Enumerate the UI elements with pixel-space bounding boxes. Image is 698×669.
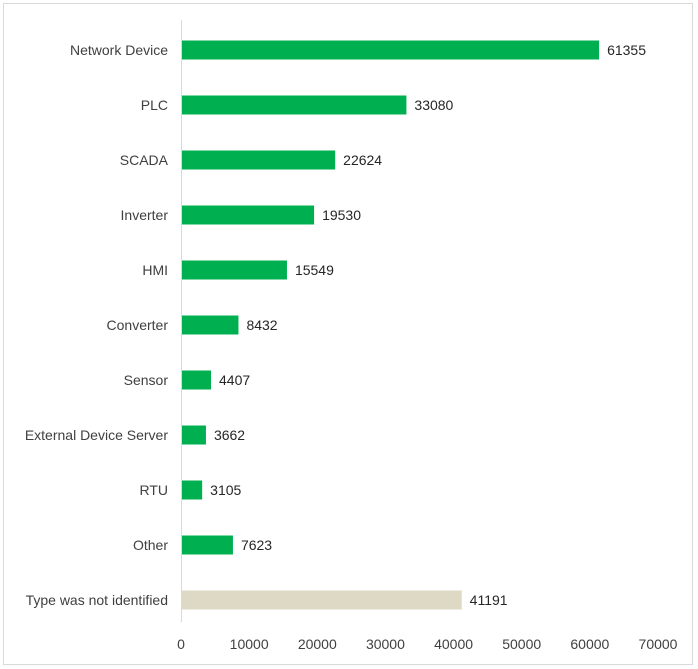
value-label: 41191 <box>470 592 508 608</box>
category-label: PLC <box>141 97 168 113</box>
bar <box>182 95 407 115</box>
category-label: External Device Server <box>25 427 169 443</box>
bar <box>182 590 462 610</box>
value-label: 8432 <box>246 317 277 333</box>
value-label: 3105 <box>210 482 241 498</box>
value-label: 4407 <box>219 372 250 388</box>
bar <box>182 425 206 445</box>
value-label: 61355 <box>607 42 646 58</box>
bar <box>182 40 600 60</box>
category-label: Inverter <box>121 207 169 223</box>
value-label: 3662 <box>214 427 245 443</box>
category-label: Sensor <box>124 372 169 388</box>
bar <box>182 150 336 170</box>
x-tick-label: 60000 <box>570 636 609 652</box>
category-label: HMI <box>142 262 168 278</box>
category-label: Other <box>133 537 168 553</box>
x-tick-label: 0 <box>177 636 185 652</box>
category-label: SCADA <box>120 152 169 168</box>
category-label: Converter <box>107 317 169 333</box>
bar <box>182 315 239 335</box>
category-label: RTU <box>139 482 168 498</box>
value-label: 33080 <box>414 97 453 113</box>
x-tick-label: 20000 <box>298 636 337 652</box>
bar <box>182 260 287 280</box>
x-tick-label: 70000 <box>639 636 678 652</box>
value-label: 15549 <box>295 262 334 278</box>
category-label: Network Device <box>70 42 168 58</box>
x-tick-label: 30000 <box>366 636 405 652</box>
bar <box>182 535 233 555</box>
bar <box>182 370 212 390</box>
bar <box>182 205 315 225</box>
x-tick-label: 50000 <box>502 636 541 652</box>
bar <box>182 480 203 500</box>
value-label: 7623 <box>241 537 272 553</box>
value-label: 22624 <box>343 152 382 168</box>
x-tick-label: 10000 <box>230 636 269 652</box>
value-label: 19530 <box>322 207 361 223</box>
x-tick-label: 40000 <box>434 636 473 652</box>
category-label: Type was not identified <box>26 592 168 608</box>
